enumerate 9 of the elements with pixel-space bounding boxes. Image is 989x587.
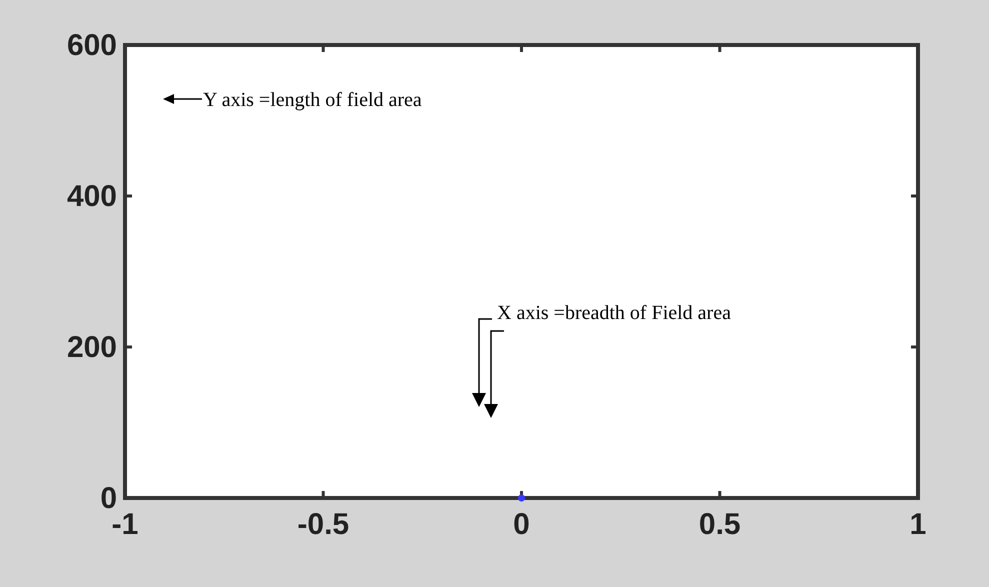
annotation: Y axis =length of field area bbox=[203, 89, 422, 111]
x-tick-label: -0.5 bbox=[297, 508, 350, 541]
x-tick-label: 1 bbox=[910, 508, 926, 541]
y-tick-label: 600 bbox=[66, 29, 117, 62]
x-tick-label: 0.5 bbox=[698, 508, 741, 541]
y-tick-label: 200 bbox=[66, 331, 117, 364]
x-tick-label: 0 bbox=[513, 508, 530, 541]
annotation: X axis =breadth of Field area bbox=[497, 302, 732, 324]
y-tick-label: 400 bbox=[66, 180, 117, 213]
